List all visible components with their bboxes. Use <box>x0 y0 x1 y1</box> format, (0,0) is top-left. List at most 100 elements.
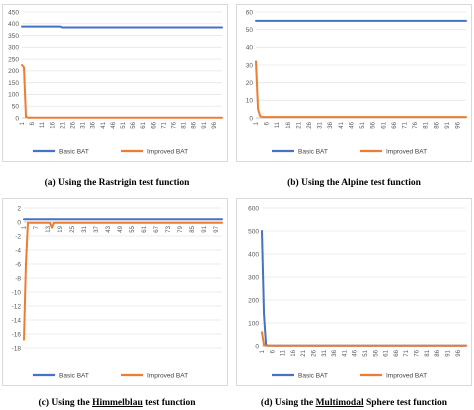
series-line-improved-bat <box>255 60 467 119</box>
x-tick-label: 66 <box>392 121 398 128</box>
x-tick-label: 61 <box>381 121 387 128</box>
x-tick-label: 96 <box>456 349 462 356</box>
y-tick-label: 200 <box>248 297 259 304</box>
x-tick-label: 66 <box>151 121 157 128</box>
x-tick-label: 1 <box>22 225 28 229</box>
y-tick-label: 0 <box>17 219 21 226</box>
y-tick-label: 10 <box>246 98 254 105</box>
chart-svg-himmelblau: -18 -16 -14 -12 -10 -8 -6 -4 -2 0 2 1 7 13 19 25 31 37 43 4… <box>2 198 228 386</box>
x-tick-label: 81 <box>424 121 430 128</box>
x-tick-label: 96 <box>456 121 462 128</box>
x-tick-label: 73 <box>166 225 172 232</box>
x-tick-label: 76 <box>172 121 178 128</box>
caption-himmelblau: (c) Using the Himmelblau test function <box>0 398 234 408</box>
chart-panel-rastrigin: 0 50 100 150 200 250 300 350 400 450 1 6 11 16 21 26 31 3… <box>2 4 228 162</box>
legend-label: Improved BAT <box>386 149 427 156</box>
x-tick-label: 7 <box>34 225 40 229</box>
x-tick-label: 16 <box>50 121 56 128</box>
y-tick-label: 40 <box>246 45 254 52</box>
x-tick-label: 61 <box>142 225 148 232</box>
x-tick-label: 19 <box>58 225 64 232</box>
x-tick-label: 96 <box>212 121 218 128</box>
y-tick-label: -2 <box>15 233 21 240</box>
caption-himmelblau-suffix: test function <box>142 398 196 408</box>
x-tick-label: 91 <box>202 225 208 232</box>
y-tick-label: 300 <box>248 274 259 281</box>
x-tick-label: 86 <box>434 121 440 128</box>
x-tick-label: 1 <box>254 121 260 125</box>
x-tick-label: 37 <box>94 225 100 232</box>
x-tick-label: 6 <box>270 349 276 353</box>
x-tick-label: 55 <box>130 225 136 232</box>
y-tick-label: -6 <box>15 261 21 268</box>
y-tick-label: 400 <box>248 251 259 258</box>
legend-label: Improved BAT <box>147 373 188 380</box>
x-tick-label: 6 <box>265 121 271 125</box>
legend-label: Basic BAT <box>298 149 328 156</box>
y-tick-label: 500 <box>248 228 259 235</box>
x-tick-label: 51 <box>121 121 127 128</box>
y-tick-label: 100 <box>8 92 19 99</box>
x-tick-label: 76 <box>413 121 419 128</box>
x-tick-label: 91 <box>445 349 451 356</box>
x-tick-label: 11 <box>40 121 46 128</box>
y-tick-label: 400 <box>8 21 19 28</box>
legend-label: Improved BAT <box>386 373 427 380</box>
y-tick-label: 150 <box>8 80 19 87</box>
x-tick-label: 76 <box>415 349 421 356</box>
y-tick-label: 2 <box>17 205 21 212</box>
x-tick-label: 6 <box>30 121 36 125</box>
legend-label: Improved BAT <box>147 149 188 156</box>
x-tick-label: 86 <box>435 349 441 356</box>
caption-rastrigin: (a) Using the Rastrigin test function <box>44 178 190 188</box>
x-tick-label: 31 <box>322 349 328 356</box>
y-tick-label: 50 <box>12 104 20 111</box>
x-tick-label: 26 <box>307 121 313 128</box>
y-tick-label: 20 <box>246 80 254 87</box>
x-tick-label: 41 <box>339 121 345 128</box>
caption-multimodal-suffix: Sphere test function <box>363 398 448 408</box>
y-tick-label: 450 <box>8 9 19 16</box>
x-tick-label: 91 <box>445 121 451 128</box>
x-tick-label: 81 <box>425 349 431 356</box>
x-tick-label: 36 <box>332 349 338 356</box>
x-tick-label: 11 <box>275 121 281 128</box>
series-line-improved-bat <box>23 221 223 341</box>
x-tick-label: 41 <box>101 121 107 128</box>
x-tick-label: 51 <box>360 121 366 128</box>
x-tick-label: 16 <box>286 121 292 128</box>
x-tick-label: 13 <box>46 225 52 232</box>
y-tick-label: 0 <box>15 115 19 122</box>
x-tick-label: 51 <box>363 349 369 356</box>
x-tick-label: 21 <box>60 121 66 128</box>
chart-panel-alpine: 0 10 20 30 40 50 60 1 6 11 16 21 26 31 36 41 46 51 56 61 66 7… <box>236 4 472 162</box>
y-tick-label: 600 <box>248 205 259 212</box>
y-tick-label: -8 <box>15 275 21 282</box>
legend-label: Basic BAT <box>59 373 89 380</box>
y-tick-label: -14 <box>12 317 22 324</box>
x-tick-label: 91 <box>202 121 208 128</box>
x-tick-label: 56 <box>373 349 379 356</box>
x-tick-label: 81 <box>182 121 188 128</box>
x-tick-label: 85 <box>190 225 196 232</box>
legend-label: Basic BAT <box>298 373 328 380</box>
x-tick-label: 26 <box>312 349 318 356</box>
caption-himmelblau-under: Himmelblau <box>92 398 143 408</box>
y-tick-label: 30 <box>246 62 254 69</box>
x-tick-label: 1 <box>20 121 26 125</box>
x-tick-label: 36 <box>328 121 334 128</box>
x-tick-label: 43 <box>106 225 112 232</box>
y-tick-label: 350 <box>8 33 19 40</box>
y-tick-label: 100 <box>248 320 259 327</box>
y-tick-label: -16 <box>12 331 22 338</box>
y-tick-label: 0 <box>249 115 253 122</box>
x-tick-label: 56 <box>131 121 137 128</box>
series-line-improved-bat <box>261 331 467 347</box>
caption-multimodal-under: Multimodal <box>315 398 364 408</box>
x-tick-label: 41 <box>342 349 348 356</box>
series-line-improved-bat <box>21 64 223 119</box>
caption-multimodal-sphere: (d) Using the Multimodal Sphere test fun… <box>236 398 472 408</box>
